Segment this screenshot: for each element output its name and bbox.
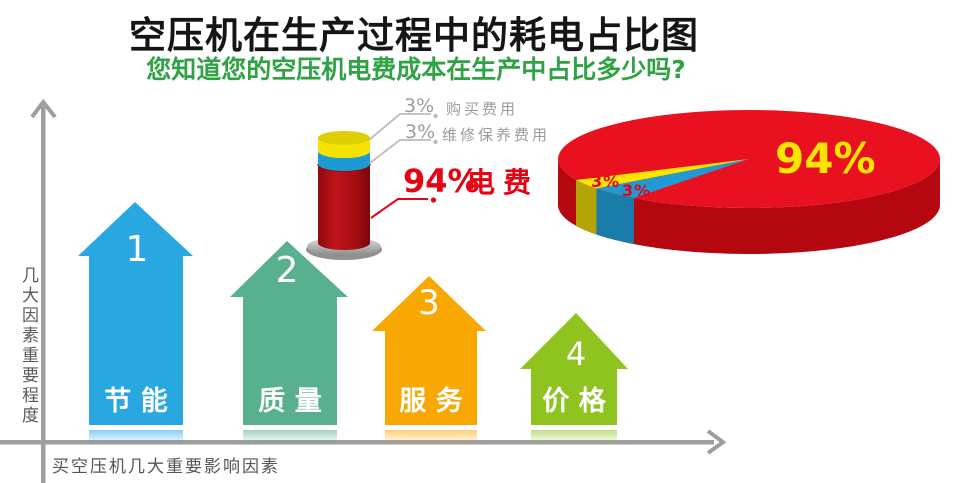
pie-label-purchase: 3% — [591, 172, 621, 191]
page-title: 空压机在生产过程中的耗电占比图 — [129, 14, 699, 57]
arrow-rank-1: 1 — [125, 229, 149, 270]
pie-chart — [558, 110, 940, 254]
cylinder-pct-electricity: 94% — [403, 162, 480, 200]
arrow-energy-saving — [78, 202, 193, 425]
cylinder-pct-purchase: 3% — [404, 95, 435, 117]
pie-label-maintenance: 3% — [622, 181, 652, 200]
cylinder-label-purchase: 购买费用 — [446, 100, 519, 118]
arrow-quality — [230, 241, 348, 425]
arrow-price — [520, 313, 628, 425]
arrow-label-energy: 节 能 — [104, 386, 168, 417]
x-axis-label: 买空压机几大重要影响因素 — [52, 457, 280, 477]
cylinder-label-maintenance: 维修保养费用 — [442, 126, 551, 144]
page-subtitle: 您知道您的空压机电费成本在生产中占比多少吗? — [146, 55, 686, 84]
cylinder-chart — [306, 131, 382, 260]
arrow-service — [372, 276, 486, 425]
y-axis — [30, 98, 57, 483]
arrow-reflections — [89, 430, 617, 444]
arrow-label-price: 价 格 — [542, 386, 606, 417]
y-axis-label: 几大因素重要程度 — [18, 266, 38, 426]
arrow-label-quality: 质 量 — [258, 386, 322, 417]
cylinder-pct-maintenance: 3% — [405, 121, 436, 143]
arrow-rank-2: 2 — [275, 250, 299, 291]
arrow-label-service: 服 务 — [399, 386, 463, 417]
arrow-rank-3: 3 — [418, 283, 440, 323]
cylinder-label-electricity: 电费 — [467, 166, 540, 199]
x-axis — [0, 429, 727, 455]
leader-lines — [368, 113, 438, 219]
pie-label-electricity: 94% — [775, 134, 876, 183]
arrow-rank-4: 4 — [565, 335, 587, 373]
